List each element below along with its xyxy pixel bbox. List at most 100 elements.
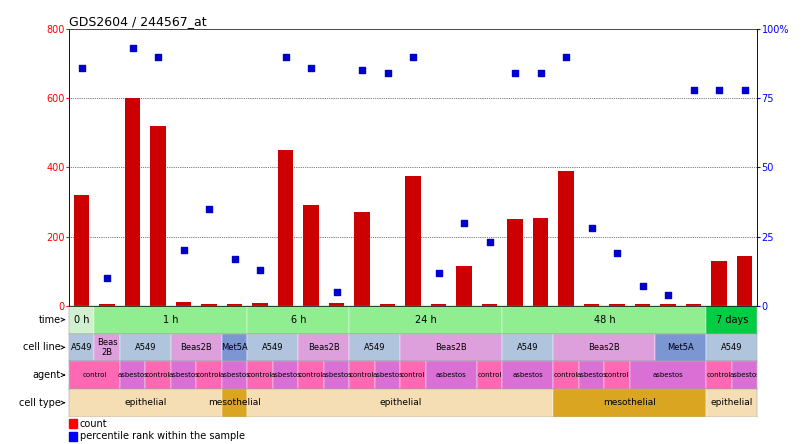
Bar	[502, 361, 553, 389]
Point	[738, 86, 751, 93]
Bar	[69, 361, 120, 389]
Bar	[171, 333, 222, 361]
Text: Met5A: Met5A	[221, 343, 248, 352]
Bar	[100, 304, 115, 306]
Text: control: control	[477, 372, 501, 378]
Text: Met5A: Met5A	[667, 343, 694, 352]
Bar	[273, 361, 298, 389]
Bar	[222, 361, 247, 389]
Bar	[706, 389, 757, 416]
Point	[611, 250, 624, 257]
Bar	[609, 304, 625, 306]
Point	[585, 225, 598, 232]
Bar	[253, 303, 268, 306]
Text: 7 days: 7 days	[716, 315, 748, 325]
Bar	[477, 361, 502, 389]
Bar	[227, 304, 242, 306]
Bar	[635, 304, 650, 306]
Text: asbestos: asbestos	[271, 372, 301, 378]
Bar	[660, 304, 676, 306]
Bar	[171, 361, 196, 389]
Bar	[120, 333, 171, 361]
Text: A549: A549	[134, 343, 156, 352]
Bar	[94, 306, 247, 333]
Bar	[380, 304, 395, 306]
Bar	[400, 333, 502, 361]
Bar	[176, 302, 191, 306]
Bar	[507, 219, 522, 306]
Point	[713, 86, 726, 93]
Bar	[349, 306, 502, 333]
Text: epithelial: epithelial	[124, 398, 167, 407]
Bar	[502, 306, 706, 333]
Text: A549: A549	[70, 343, 92, 352]
Bar	[737, 256, 752, 306]
Bar	[222, 333, 247, 361]
Point	[75, 64, 88, 71]
Text: Beas2B: Beas2B	[181, 343, 212, 352]
Bar	[706, 333, 757, 361]
Text: GDS2604 / 244567_at: GDS2604 / 244567_at	[69, 15, 207, 28]
Text: mesothelial: mesothelial	[603, 398, 656, 407]
Bar	[278, 150, 293, 306]
Bar	[482, 304, 497, 306]
Point	[432, 269, 445, 276]
Bar	[120, 361, 145, 389]
Bar	[202, 304, 217, 306]
Bar	[94, 333, 120, 361]
Text: asbestos: asbestos	[373, 372, 403, 378]
Text: control: control	[707, 372, 731, 378]
Point	[483, 238, 496, 246]
Text: A549: A549	[364, 343, 386, 352]
Point	[356, 67, 369, 74]
Bar	[145, 361, 171, 389]
Bar	[74, 195, 89, 306]
Text: control: control	[299, 372, 323, 378]
Point	[407, 53, 420, 60]
Text: percentile rank within the sample: percentile rank within the sample	[80, 431, 245, 441]
Text: 1 h: 1 h	[163, 315, 178, 325]
Bar	[247, 306, 349, 333]
Text: Beas2B: Beas2B	[589, 343, 620, 352]
Bar	[151, 126, 166, 306]
Text: asbestos: asbestos	[653, 372, 684, 378]
Bar	[558, 171, 573, 306]
Point	[305, 64, 318, 71]
Bar	[298, 333, 349, 361]
Bar	[706, 361, 732, 389]
Text: agent: agent	[32, 370, 61, 380]
Text: A549: A549	[517, 343, 539, 352]
Bar	[69, 333, 94, 361]
Bar	[324, 361, 349, 389]
Text: epithelial: epithelial	[379, 398, 421, 407]
Bar	[355, 212, 369, 306]
Point	[228, 255, 241, 262]
Bar	[304, 206, 319, 306]
Bar	[298, 361, 324, 389]
Point	[560, 53, 573, 60]
Bar	[247, 389, 553, 416]
Text: asbestos: asbestos	[322, 372, 352, 378]
Text: control: control	[82, 372, 107, 378]
Text: cell line: cell line	[23, 342, 61, 353]
Bar	[375, 361, 400, 389]
Text: time: time	[38, 315, 61, 325]
Text: asbestos: asbestos	[729, 372, 760, 378]
Point	[382, 70, 394, 77]
Bar	[69, 419, 77, 428]
Text: Beas2B: Beas2B	[308, 343, 339, 352]
Bar	[655, 333, 706, 361]
Bar	[222, 389, 247, 416]
Bar	[69, 306, 94, 333]
Text: asbestos: asbestos	[220, 372, 250, 378]
Text: mesothelial: mesothelial	[208, 398, 261, 407]
Point	[254, 266, 266, 274]
Text: 48 h: 48 h	[594, 315, 615, 325]
Point	[330, 289, 343, 296]
Text: control: control	[248, 372, 272, 378]
Bar	[400, 361, 426, 389]
Bar	[553, 361, 579, 389]
Bar	[732, 361, 757, 389]
Text: 6 h: 6 h	[291, 315, 306, 325]
Bar	[457, 266, 471, 306]
